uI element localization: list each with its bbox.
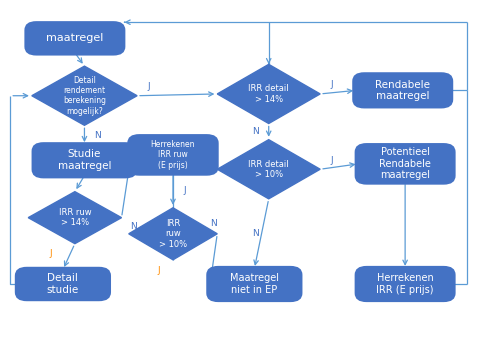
- Text: Studie
maatregel: Studie maatregel: [58, 149, 111, 171]
- Text: Maatregel
niet in EP: Maatregel niet in EP: [230, 273, 279, 295]
- Text: N: N: [130, 222, 137, 231]
- Polygon shape: [28, 192, 121, 244]
- Text: Rendabele
maatregel: Rendabele maatregel: [375, 80, 430, 101]
- Text: Detail
studie: Detail studie: [47, 273, 79, 295]
- Text: J: J: [331, 156, 334, 165]
- Text: N: N: [210, 219, 217, 228]
- FancyBboxPatch shape: [355, 266, 456, 302]
- Text: N: N: [95, 131, 101, 140]
- Text: J: J: [148, 82, 150, 91]
- FancyBboxPatch shape: [206, 266, 302, 302]
- FancyBboxPatch shape: [352, 72, 453, 108]
- Text: Herrekenen
IRR ruw
(E prijs): Herrekenen IRR ruw (E prijs): [151, 140, 195, 170]
- FancyBboxPatch shape: [355, 143, 456, 185]
- Text: IRR detail
> 14%: IRR detail > 14%: [249, 84, 289, 104]
- Text: J: J: [49, 248, 52, 257]
- FancyBboxPatch shape: [127, 134, 219, 176]
- FancyBboxPatch shape: [24, 21, 125, 55]
- Text: IRR detail
> 10%: IRR detail > 10%: [249, 159, 289, 179]
- FancyBboxPatch shape: [32, 142, 137, 179]
- FancyBboxPatch shape: [15, 267, 111, 301]
- Text: N: N: [252, 127, 259, 136]
- Polygon shape: [129, 208, 217, 260]
- Text: J: J: [331, 81, 334, 90]
- Text: maatregel: maatregel: [46, 33, 104, 43]
- Polygon shape: [32, 66, 137, 125]
- Text: Herrekenen
IRR (E prijs): Herrekenen IRR (E prijs): [376, 273, 434, 295]
- Text: IRR
ruw
> 10%: IRR ruw > 10%: [159, 219, 187, 249]
- Text: N: N: [252, 229, 259, 238]
- Text: IRR ruw
> 14%: IRR ruw > 14%: [59, 208, 91, 228]
- Text: Potentieel
Rendabele
maatregel: Potentieel Rendabele maatregel: [379, 147, 431, 180]
- Text: J: J: [157, 266, 160, 275]
- Text: Detail
rendement
berekening
mogelijk?: Detail rendement berekening mogelijk?: [63, 76, 106, 116]
- Polygon shape: [217, 140, 320, 199]
- Text: J: J: [184, 186, 186, 195]
- Polygon shape: [217, 64, 320, 123]
